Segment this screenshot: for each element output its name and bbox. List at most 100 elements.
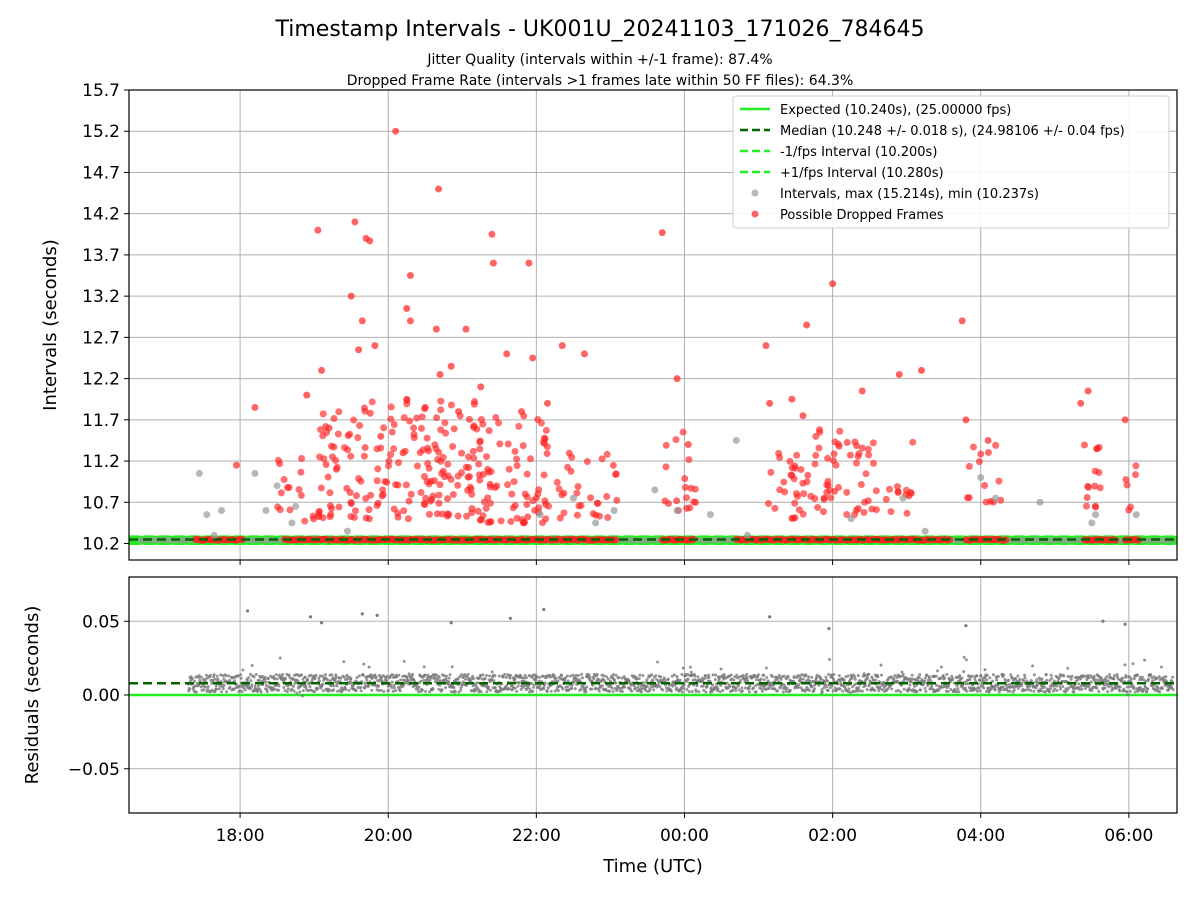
dropped-frame-point <box>365 506 373 514</box>
residual-point <box>779 677 783 681</box>
residual-point <box>956 687 960 691</box>
residual-point <box>1103 686 1107 690</box>
residual-point <box>324 673 328 677</box>
dropped-frame-point <box>789 514 797 522</box>
dropped-frame-point <box>476 476 484 484</box>
residual-point <box>515 689 519 693</box>
residual-point <box>213 677 217 681</box>
dropped-frame-point <box>786 457 794 465</box>
dropped-frame-point <box>1123 481 1131 489</box>
residual-point <box>595 673 599 677</box>
residual-point <box>245 609 250 613</box>
residual-point <box>423 673 427 677</box>
dropped-frame-point <box>413 414 421 422</box>
residual-point <box>573 679 577 683</box>
residual-point <box>296 679 300 683</box>
dropped-frame-point <box>685 456 693 464</box>
dropped-frame-point <box>852 506 860 514</box>
dropped-frame-point <box>320 455 328 463</box>
residual-point <box>367 665 371 669</box>
residual-point <box>849 690 853 694</box>
residual-point <box>654 674 658 678</box>
dropped-frame-point <box>464 473 472 481</box>
dropped-frame-point <box>449 491 457 499</box>
residual-point <box>1034 680 1038 684</box>
residual-point <box>241 683 245 687</box>
residual-point <box>915 689 919 693</box>
residual-point <box>444 677 448 681</box>
residual-point <box>282 685 286 689</box>
dropped-frame-point <box>902 486 910 494</box>
legend-plus-fps-label: +1/fps Interval (10.280s) <box>780 166 944 181</box>
residual-point <box>785 686 789 690</box>
residual-point <box>459 688 463 692</box>
residual-point <box>1112 677 1116 681</box>
residual-point <box>1028 684 1032 688</box>
dropped-frame-point <box>843 511 851 519</box>
dropped-frame-point <box>543 450 551 458</box>
residual-point <box>375 613 379 617</box>
residual-point <box>755 678 759 682</box>
dropped-frame-point <box>373 477 381 485</box>
dropped-frame-point <box>487 518 495 526</box>
residual-point <box>320 674 324 678</box>
dropped-frame-point <box>232 461 240 469</box>
residual-point <box>522 676 526 680</box>
dropped-frame-point <box>497 517 505 525</box>
residual-point <box>1079 677 1083 681</box>
residual-point <box>458 675 462 679</box>
residual-point <box>1059 674 1063 678</box>
dropped-frame-point <box>436 370 444 378</box>
residual-point <box>249 685 253 689</box>
residual-point <box>385 674 389 678</box>
dropped-frame-point <box>887 508 895 516</box>
dropped-frame-point <box>379 490 387 498</box>
residual-point <box>556 689 560 693</box>
residual-point <box>661 688 665 692</box>
residual-point <box>1055 684 1059 688</box>
residual-point <box>760 687 764 691</box>
dropped-frame-point <box>486 499 494 507</box>
residual-point <box>399 678 403 682</box>
residual-point <box>344 688 348 692</box>
dropped-frame-point <box>420 500 428 508</box>
residual-point <box>580 672 584 676</box>
dropped-frame-point <box>435 491 443 499</box>
dropped-frame-point <box>303 391 311 399</box>
dropped-frame-point <box>523 500 531 508</box>
dropped-frame-point <box>504 481 512 489</box>
dropped-frame-point <box>367 491 375 499</box>
residual-point <box>367 684 371 688</box>
residual-point <box>641 681 645 685</box>
dropped-frame-point <box>483 453 491 461</box>
residual-point <box>1048 684 1052 688</box>
residual-point <box>1095 686 1099 690</box>
residual-point <box>370 688 374 692</box>
dropped-frame-point <box>274 503 282 511</box>
residual-point <box>432 676 436 680</box>
residual-point <box>313 677 317 681</box>
residual-point <box>565 674 569 678</box>
dropped-frame-point <box>400 507 408 515</box>
residual-point <box>923 686 927 690</box>
dropped-frame-point <box>975 458 983 466</box>
residual-point <box>777 673 781 677</box>
dropped-frame-point <box>380 424 388 432</box>
dropped-frame-point <box>858 387 866 395</box>
residual-point <box>286 687 290 691</box>
residual-point <box>799 677 803 681</box>
residual-point <box>1057 676 1061 680</box>
residual-point <box>373 673 377 677</box>
residual-point <box>827 672 831 676</box>
dropped-frame-point <box>682 494 690 502</box>
residual-point <box>909 679 913 683</box>
residual-point <box>984 689 988 693</box>
residual-point <box>762 678 766 682</box>
dropped-frame-point <box>485 468 493 476</box>
residual-point <box>708 679 712 683</box>
residual-point <box>556 679 560 683</box>
residual-point <box>978 678 982 682</box>
residual-point <box>379 688 383 692</box>
dropped-frame-point <box>872 487 880 495</box>
residual-point <box>744 686 748 690</box>
